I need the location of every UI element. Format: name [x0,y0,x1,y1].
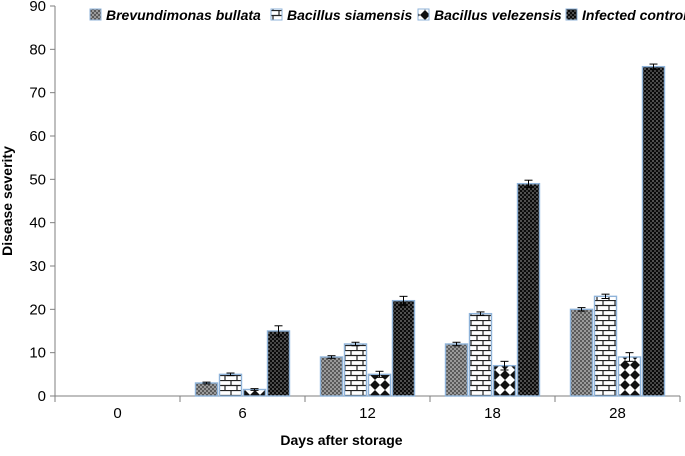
legend-swatch [417,8,430,21]
legend-swatch [565,8,578,21]
bar [468,312,493,397]
y-tick-label: 60 [29,128,46,145]
legend-swatch [89,8,102,21]
y-tick-label: 70 [29,85,46,102]
y-tick-label: 20 [29,301,46,318]
legend: Brevundimonas bullata Bacillus siamensis B… [89,7,685,23]
x-tick-label: 0 [113,405,121,422]
bar [319,356,344,397]
legend-label: Brevundimonas bullata [106,7,261,23]
x-tick-label: 18 [484,405,501,422]
y-tick-label: 90 [29,0,46,15]
bar [593,295,618,397]
y-tick-label: 80 [29,41,46,58]
bar [343,343,368,397]
bar [266,330,291,397]
x-tick-label: 28 [609,405,626,422]
y-tick-label: 40 [29,215,46,232]
axes-layer: 0 10 20 30 40 50 60 70 80 90 0 6 12 18 28 Days after st… [0,0,681,448]
bar [641,65,666,397]
x-tick-label: 12 [359,405,376,422]
bar [391,299,416,397]
bar [569,308,594,397]
y-tick-label: 30 [29,258,46,275]
x-axis-title: Days after storage [280,432,402,448]
bar [516,182,541,397]
y-tick-label: 10 [29,345,46,362]
bar [218,373,243,397]
y-axis-title: Disease severity [0,146,15,256]
bar [444,343,469,397]
bar [194,382,219,397]
bar [617,356,642,397]
y-tick-label: 50 [29,171,46,188]
x-tick-label: 6 [238,405,246,422]
legend-label: Bacillus velezensis [434,7,562,23]
legend-swatch [270,8,283,21]
bars-layer [194,63,666,397]
legend-label: Infected control [582,7,685,23]
legend-label: Bacillus siamensis [287,7,413,23]
y-tick-label: 0 [38,388,46,405]
